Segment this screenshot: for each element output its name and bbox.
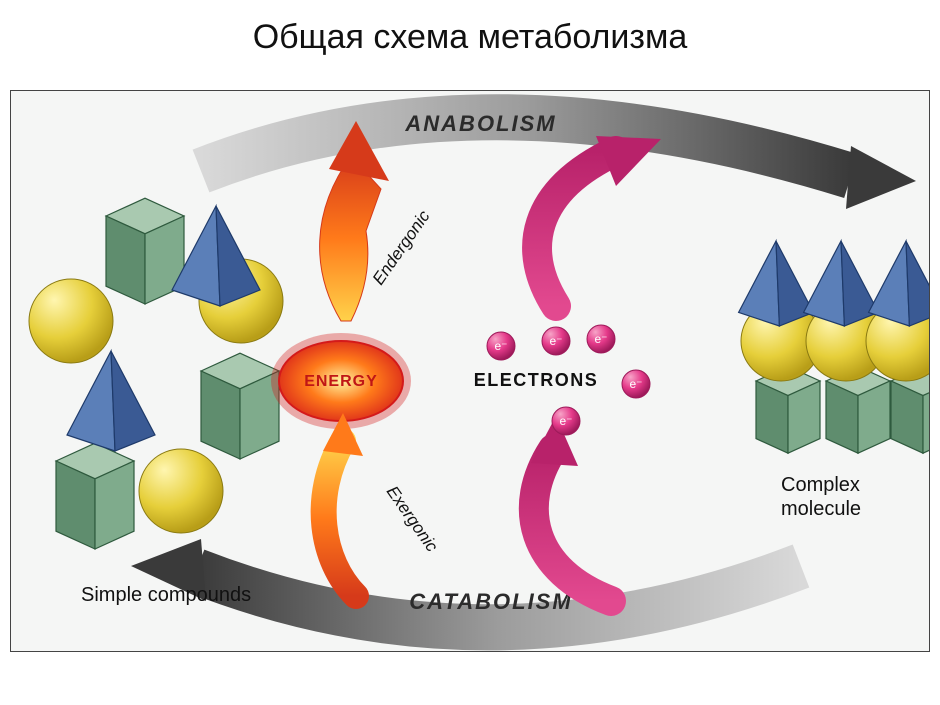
svg-text:e⁻: e⁻ <box>494 339 507 353</box>
svg-text:e⁻: e⁻ <box>559 414 572 428</box>
svg-text:molecule: molecule <box>781 498 861 520</box>
svg-text:Simple compounds: Simple compounds <box>81 584 251 606</box>
svg-text:Complex: Complex <box>781 474 860 496</box>
diagram-frame: ANABOLISM CATABOLISM ENERGY Endergonic Exerg… <box>10 90 930 652</box>
svg-text:e⁻: e⁻ <box>629 377 642 391</box>
svg-text:e⁻: e⁻ <box>549 334 562 348</box>
svg-text:Endergonic: Endergonic <box>369 207 434 289</box>
svg-text:ELECTRONS: ELECTRONS <box>474 370 599 390</box>
page-title: Общая схема метаболизма <box>0 0 940 57</box>
svg-text:ANABOLISM: ANABOLISM <box>404 111 556 136</box>
svg-text:e⁻: e⁻ <box>594 332 607 346</box>
svg-text:CATABOLISM: CATABOLISM <box>409 589 572 614</box>
svg-text:Exergonic: Exergonic <box>383 482 442 555</box>
diagram-svg: ANABOLISM CATABOLISM ENERGY Endergonic Exerg… <box>11 91 929 651</box>
svg-text:ENERGY: ENERGY <box>304 373 378 390</box>
